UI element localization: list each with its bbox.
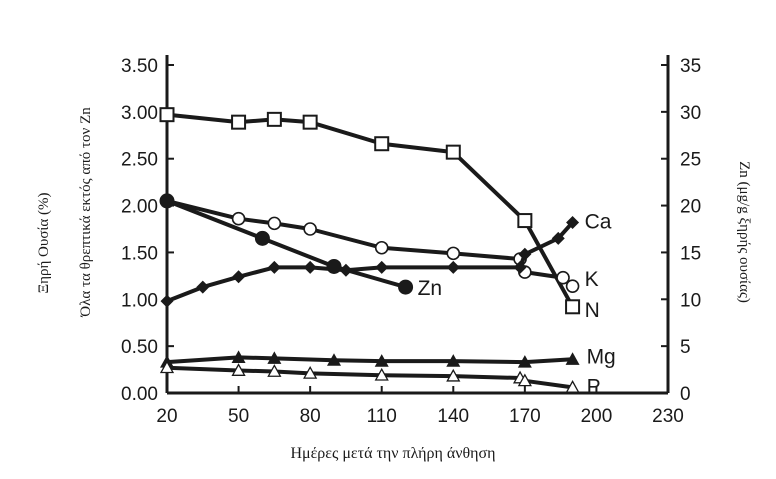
series-lines bbox=[159, 107, 581, 393]
data-point bbox=[446, 368, 461, 382]
x-tick-label: 230 bbox=[652, 406, 684, 427]
series-ca bbox=[160, 215, 580, 308]
data-point bbox=[374, 240, 389, 255]
data-point bbox=[398, 279, 414, 295]
y-left-tick-label: 3.00 bbox=[121, 103, 158, 124]
y-left-tick-label: 2.00 bbox=[121, 197, 158, 218]
data-point bbox=[266, 111, 282, 127]
x-tick-label: 80 bbox=[300, 406, 321, 427]
data-point bbox=[303, 365, 318, 379]
series-label-mg: Mg bbox=[587, 345, 616, 368]
data-point bbox=[303, 260, 317, 274]
data-point bbox=[517, 213, 533, 229]
y-right-tick-label: 20 bbox=[680, 197, 701, 218]
data-point bbox=[159, 360, 175, 374]
axes bbox=[165, 55, 670, 395]
y-right-tick-label: 0 bbox=[680, 384, 691, 405]
data-point bbox=[374, 367, 389, 381]
y-left-tick-label: 2.50 bbox=[121, 150, 158, 171]
data-point bbox=[254, 230, 270, 246]
data-point bbox=[518, 247, 532, 261]
series-n bbox=[159, 107, 581, 315]
data-point bbox=[267, 351, 282, 364]
data-point bbox=[267, 260, 281, 274]
series-mg bbox=[160, 350, 580, 368]
x-tick-label: 200 bbox=[581, 406, 613, 427]
data-point bbox=[159, 107, 175, 123]
y-right-tick-label: 5 bbox=[680, 337, 691, 358]
data-point bbox=[565, 299, 581, 315]
y-left-tick-label: 3.50 bbox=[121, 56, 158, 77]
y-axis-label-right: Zn (μg/g ξηρής ουσίας) bbox=[736, 161, 752, 303]
data-point bbox=[565, 279, 580, 293]
data-point bbox=[302, 114, 318, 130]
series-p bbox=[159, 360, 580, 393]
y-right-tick-label: 25 bbox=[680, 150, 701, 171]
y-axis-label-left-secondary: Όλα τα θρεπτικά εκτός από τον Zn bbox=[78, 107, 94, 318]
x-tick-label: 170 bbox=[509, 406, 541, 427]
x-axis-label: Ημέρες μετά την πλήρη άνθηση bbox=[290, 445, 495, 462]
data-point bbox=[231, 350, 246, 363]
data-point bbox=[566, 215, 580, 229]
data-point bbox=[160, 294, 174, 308]
data-point bbox=[446, 354, 461, 367]
data-point bbox=[326, 258, 342, 274]
x-tick-label: 140 bbox=[437, 406, 469, 427]
series-label-p: P bbox=[587, 375, 601, 398]
series-label-ca: Ca bbox=[585, 210, 612, 233]
data-point bbox=[446, 260, 460, 274]
y-right-tick-label: 10 bbox=[680, 290, 701, 311]
y-left-tick-label: 0.50 bbox=[121, 337, 158, 358]
x-tick-label: 50 bbox=[228, 406, 249, 427]
data-point bbox=[231, 114, 247, 130]
y-left-tick-label: 1.00 bbox=[121, 290, 158, 311]
data-point bbox=[231, 363, 246, 376]
series-line bbox=[165, 365, 575, 390]
data-point bbox=[556, 270, 570, 285]
data-point bbox=[303, 222, 317, 236]
data-point bbox=[446, 246, 461, 261]
data-point bbox=[327, 353, 341, 366]
data-point bbox=[231, 211, 246, 226]
data-point bbox=[565, 380, 580, 393]
series-labels: NK Ca Zn Mg P bbox=[418, 210, 616, 398]
data-point bbox=[267, 216, 282, 231]
data-point bbox=[517, 373, 532, 387]
tick-labels: 0.00 0.50 1.00 1.50 2.00 2.50 3.00 3.50 0 5 10 15 20… bbox=[121, 56, 701, 427]
series-label-n: N bbox=[585, 299, 600, 322]
x-tick-label: 110 bbox=[367, 406, 397, 427]
data-point bbox=[565, 352, 580, 365]
data-point bbox=[445, 144, 461, 160]
y-left-tick-label: 0.00 bbox=[121, 384, 158, 405]
data-point bbox=[267, 364, 282, 377]
x-tick-label: 20 bbox=[156, 406, 177, 427]
series-line bbox=[165, 198, 575, 289]
data-point bbox=[513, 260, 527, 274]
y-right-tick-label: 35 bbox=[680, 56, 701, 77]
data-point bbox=[517, 355, 532, 368]
series-zn bbox=[159, 193, 414, 295]
data-point bbox=[232, 270, 246, 284]
data-point bbox=[374, 136, 390, 152]
y-right-tick-label: 30 bbox=[680, 103, 701, 124]
data-point bbox=[374, 354, 389, 367]
y-axis-label-left-primary: Ξηρή Ουσία (%) bbox=[36, 192, 52, 293]
series-line bbox=[165, 355, 575, 365]
series-line bbox=[165, 198, 408, 290]
data-point bbox=[375, 260, 389, 274]
y-left-tick-label: 1.50 bbox=[121, 243, 158, 264]
data-point bbox=[551, 231, 565, 245]
data-point bbox=[159, 193, 175, 209]
data-point bbox=[196, 280, 210, 294]
series-label-k: K bbox=[585, 268, 599, 291]
series-line bbox=[165, 220, 575, 304]
series-label-zn: Zn bbox=[418, 277, 443, 300]
y-right-tick-label: 15 bbox=[680, 243, 701, 264]
